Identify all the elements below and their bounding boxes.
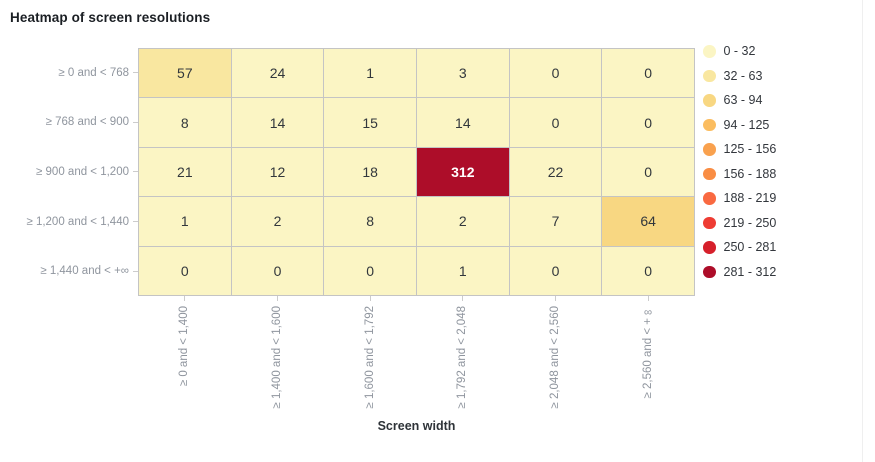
heatmap-cell[interactable]: 14 [231, 98, 325, 148]
panel-right-divider [862, 0, 863, 462]
legend-item[interactable]: 250 - 281 [703, 235, 776, 260]
x-axis-label: ≥ 1,600 and < 1,792 [363, 306, 376, 409]
y-axis-label: ≥ 1,440 and < +∞ [0, 246, 138, 296]
x-axis-tick [183, 296, 185, 301]
y-axis-label: ≥ 1,200 and < 1,440 [0, 197, 138, 247]
chart-title: Heatmap of screen resolutions [10, 10, 211, 25]
x-axis-label: ≥ 1,792 and < 2,048 [456, 306, 469, 409]
legend-item[interactable]: 188 - 219 [703, 186, 776, 211]
y-axis-tick [133, 270, 138, 272]
x-axis-tick [369, 296, 371, 301]
heatmap-cell[interactable]: 1 [324, 49, 417, 99]
y-axis-label: ≥ 768 and < 900 [0, 98, 138, 148]
heatmap-cell[interactable]: 0 [509, 246, 603, 296]
y-axis-tick [133, 221, 138, 223]
heatmap-cell[interactable]: 3 [416, 49, 510, 99]
legend-color-dot [703, 118, 716, 131]
x-axis-tick [462, 296, 464, 301]
legend-label: 219 - 250 [723, 215, 777, 230]
legend-item[interactable]: 125 - 156 [703, 137, 776, 162]
x-axis-label: ≥ 2,560 and < +∞ [642, 306, 655, 399]
heatmap-cell[interactable]: 1 [139, 197, 232, 247]
legend-label: 32 - 63 [723, 68, 763, 83]
heatmap-cell[interactable]: 22 [509, 147, 603, 198]
y-axis-tick [133, 72, 138, 74]
legend-color-dot [703, 241, 716, 254]
x-axis-tick [276, 296, 278, 301]
legend-item[interactable]: 156 - 188 [703, 162, 776, 187]
heatmap-cell[interactable]: 12 [231, 147, 325, 198]
y-axis-tick [133, 171, 138, 173]
x-axis-label: ≥ 2,048 and < 2,560 [549, 306, 562, 409]
legend-label: 125 - 156 [723, 142, 777, 157]
x-axis-tick [555, 296, 557, 301]
heatmap-cell[interactable]: 24 [231, 49, 325, 99]
legend-label: 63 - 94 [723, 93, 763, 108]
heatmap-cell[interactable]: 14 [416, 98, 510, 148]
x-axis-labels: ≥ 0 and < 1,400 ≥ 1,400 and < 1,600 ≥ 1,60… [138, 296, 695, 426]
heatmap-cell[interactable]: 18 [324, 147, 417, 198]
x-axis-tick [648, 296, 650, 301]
heatmap-cell[interactable]: 0 [602, 98, 695, 148]
legend-color-dot [703, 94, 716, 107]
legend-item[interactable]: 94 - 125 [703, 113, 776, 138]
heatmap-cell[interactable]: 21 [139, 147, 232, 198]
y-axis-tick [133, 121, 138, 123]
x-axis-title: Screen width [377, 419, 456, 433]
y-axis-label: ≥ 0 and < 768 [0, 48, 138, 98]
y-axis-labels: ≥ 0 and < 768 ≥ 768 and < 900 ≥ 900 and < … [0, 48, 138, 296]
heatmap-cell[interactable]: 15 [324, 98, 417, 148]
legend-label: 281 - 312 [723, 264, 777, 279]
heatmap-cell[interactable]: 2 [416, 197, 510, 247]
legend-color-dot [703, 216, 716, 229]
heatmap-cell[interactable]: 0 [231, 246, 325, 296]
heatmap-cell[interactable]: 8 [139, 98, 232, 148]
legend-item[interactable]: 32 - 63 [703, 64, 776, 89]
heatmap-cell[interactable]: 0 [509, 49, 603, 99]
heatmap-cell[interactable]: 0 [509, 98, 603, 148]
legend-item[interactable]: 0 - 32 [703, 39, 776, 64]
legend-color-dot [703, 143, 716, 156]
legend-color-dot [703, 69, 716, 82]
legend-label: 94 - 125 [723, 117, 770, 132]
legend-color-dot [703, 45, 716, 58]
heatmap-cell[interactable]: 0 [602, 246, 695, 296]
heatmap-cell[interactable]: 2 [231, 197, 325, 247]
legend-label: 250 - 281 [723, 240, 777, 255]
heatmap-cell[interactable]: 0 [602, 147, 695, 198]
legend-item[interactable]: 219 - 250 [703, 211, 776, 236]
heatmap-cell[interactable]: 64 [602, 197, 695, 247]
legend-color-dot [703, 167, 716, 180]
x-axis-label: ≥ 1,400 and < 1,600 [270, 306, 283, 409]
legend-color-dot [703, 265, 716, 278]
heatmap-grid: 57 24 1 3 0 0 8 14 15 14 0 0 21 12 18 312 22 0 1 2 8 2 7 64 0 0 0 1… [138, 48, 695, 296]
heatmap-cell[interactable]: 0 [324, 246, 417, 296]
legend-item[interactable]: 63 - 94 [703, 88, 776, 113]
legend-item[interactable]: 281 - 312 [703, 260, 776, 285]
heatmap-cell[interactable]: 1 [416, 246, 510, 296]
legend-label: 0 - 32 [723, 44, 756, 59]
heatmap-cell[interactable]: 8 [324, 197, 417, 247]
heatmap-cell[interactable]: 312 [416, 147, 510, 198]
heatmap-cell[interactable]: 7 [509, 197, 603, 247]
heatmap-cell[interactable]: 57 [139, 49, 232, 99]
y-axis-label: ≥ 900 and < 1,200 [0, 147, 138, 197]
legend-label: 188 - 219 [723, 191, 777, 206]
heatmap-cell[interactable]: 0 [139, 246, 232, 296]
x-axis-label: ≥ 0 and < 1,400 [177, 306, 190, 387]
legend-label: 156 - 188 [723, 166, 777, 181]
heatmap-legend: 0 - 32 32 - 63 63 - 94 94 - 125 125 - 156 156… [703, 39, 776, 284]
legend-color-dot [703, 192, 716, 205]
heatmap-cell[interactable]: 0 [602, 49, 695, 99]
